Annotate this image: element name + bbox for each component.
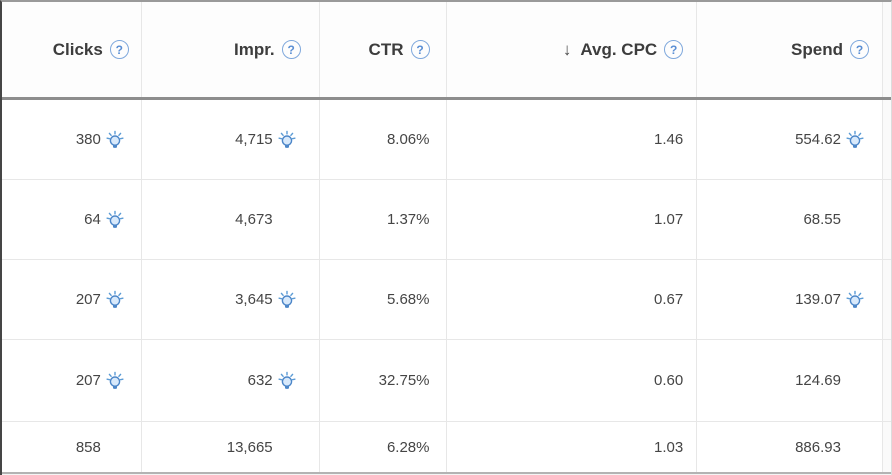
cell-ctr: 8.06% — [320, 100, 447, 179]
table-row: 64 4,673 1.37% — [2, 180, 891, 260]
insight-lightbulb-icon[interactable] — [277, 130, 297, 150]
cell-impressions: 632 — [142, 340, 320, 421]
table-edge-strip — [882, 260, 891, 339]
help-icon[interactable]: ? — [849, 40, 869, 59]
cell-ctr: 6.28% — [320, 422, 447, 472]
table-edge-strip — [882, 180, 891, 259]
cell-avg-cpc: 0.60 — [447, 340, 698, 421]
help-icon[interactable]: ? — [281, 40, 301, 59]
column-label: CTR — [368, 39, 404, 59]
cell-ctr: 32.75% — [320, 340, 447, 421]
cell-clicks: 858 — [2, 422, 142, 472]
insight-lightbulb-icon[interactable] — [277, 371, 297, 391]
cell-clicks: 207 — [2, 340, 142, 421]
cell-spend: 139.07 — [697, 260, 883, 339]
cell-clicks: 380 — [2, 100, 142, 179]
cell-impressions: 3,645 — [142, 260, 320, 339]
column-label: Clicks — [52, 39, 103, 59]
column-label: Spend — [791, 39, 843, 59]
cell-spend: 554.62 — [697, 100, 883, 179]
help-icon[interactable]: ? — [109, 40, 129, 59]
table-edge-strip — [882, 422, 891, 472]
column-header-spend[interactable]: Spend ? — [697, 2, 883, 97]
cell-avg-cpc: 0.67 — [447, 260, 698, 339]
column-label: Impr. — [234, 39, 275, 59]
cell-impressions: 4,673 — [142, 180, 320, 259]
table-header-row: Clicks ? Impr. ? CTR ? ↓ Avg. CPC ? Spen… — [2, 2, 891, 100]
insight-lightbulb-icon[interactable] — [105, 290, 125, 310]
help-icon[interactable]: ? — [664, 40, 684, 59]
table-row: 207 632 32.75% — [2, 340, 891, 422]
cell-clicks: 64 — [2, 180, 142, 259]
insight-lightbulb-icon[interactable] — [845, 130, 865, 150]
column-header-ctr[interactable]: CTR ? — [320, 2, 447, 97]
cell-avg-cpc: 1.07 — [447, 180, 698, 259]
cell-impressions: 13,665 — [142, 422, 320, 472]
table-edge-strip — [882, 2, 891, 97]
cell-spend: 886.93 — [697, 422, 883, 472]
cell-avg-cpc: 1.46 — [447, 100, 698, 179]
insight-lightbulb-icon[interactable] — [845, 290, 865, 310]
column-header-impressions[interactable]: Impr. ? — [142, 2, 320, 97]
totals-row: 858 13,665 6.28% — [2, 422, 891, 474]
table-row: 207 3,645 5.68% — [2, 260, 891, 340]
cell-ctr: 1.37% — [320, 180, 447, 259]
cell-avg-cpc: 1.03 — [447, 422, 698, 472]
column-label: Avg. CPC — [580, 39, 658, 59]
cell-impressions: 4,715 — [142, 100, 320, 179]
insight-lightbulb-icon[interactable] — [105, 130, 125, 150]
cell-ctr: 5.68% — [320, 260, 447, 339]
column-header-clicks[interactable]: Clicks ? — [2, 2, 142, 97]
table-edge-strip — [882, 340, 891, 421]
insight-lightbulb-icon[interactable] — [105, 371, 125, 391]
cell-spend: 124.69 — [697, 340, 883, 421]
insight-lightbulb-icon[interactable] — [105, 210, 125, 230]
sort-descending-icon: ↓ — [562, 39, 572, 59]
cell-spend: 68.55 — [697, 180, 883, 259]
insight-lightbulb-icon[interactable] — [277, 290, 297, 310]
table-edge-strip — [882, 100, 891, 179]
cell-clicks: 207 — [2, 260, 142, 339]
help-icon[interactable]: ? — [410, 40, 430, 59]
column-header-avg-cpc[interactable]: ↓ Avg. CPC ? — [447, 2, 698, 97]
table-row: 380 4,715 8.06% — [2, 100, 891, 180]
